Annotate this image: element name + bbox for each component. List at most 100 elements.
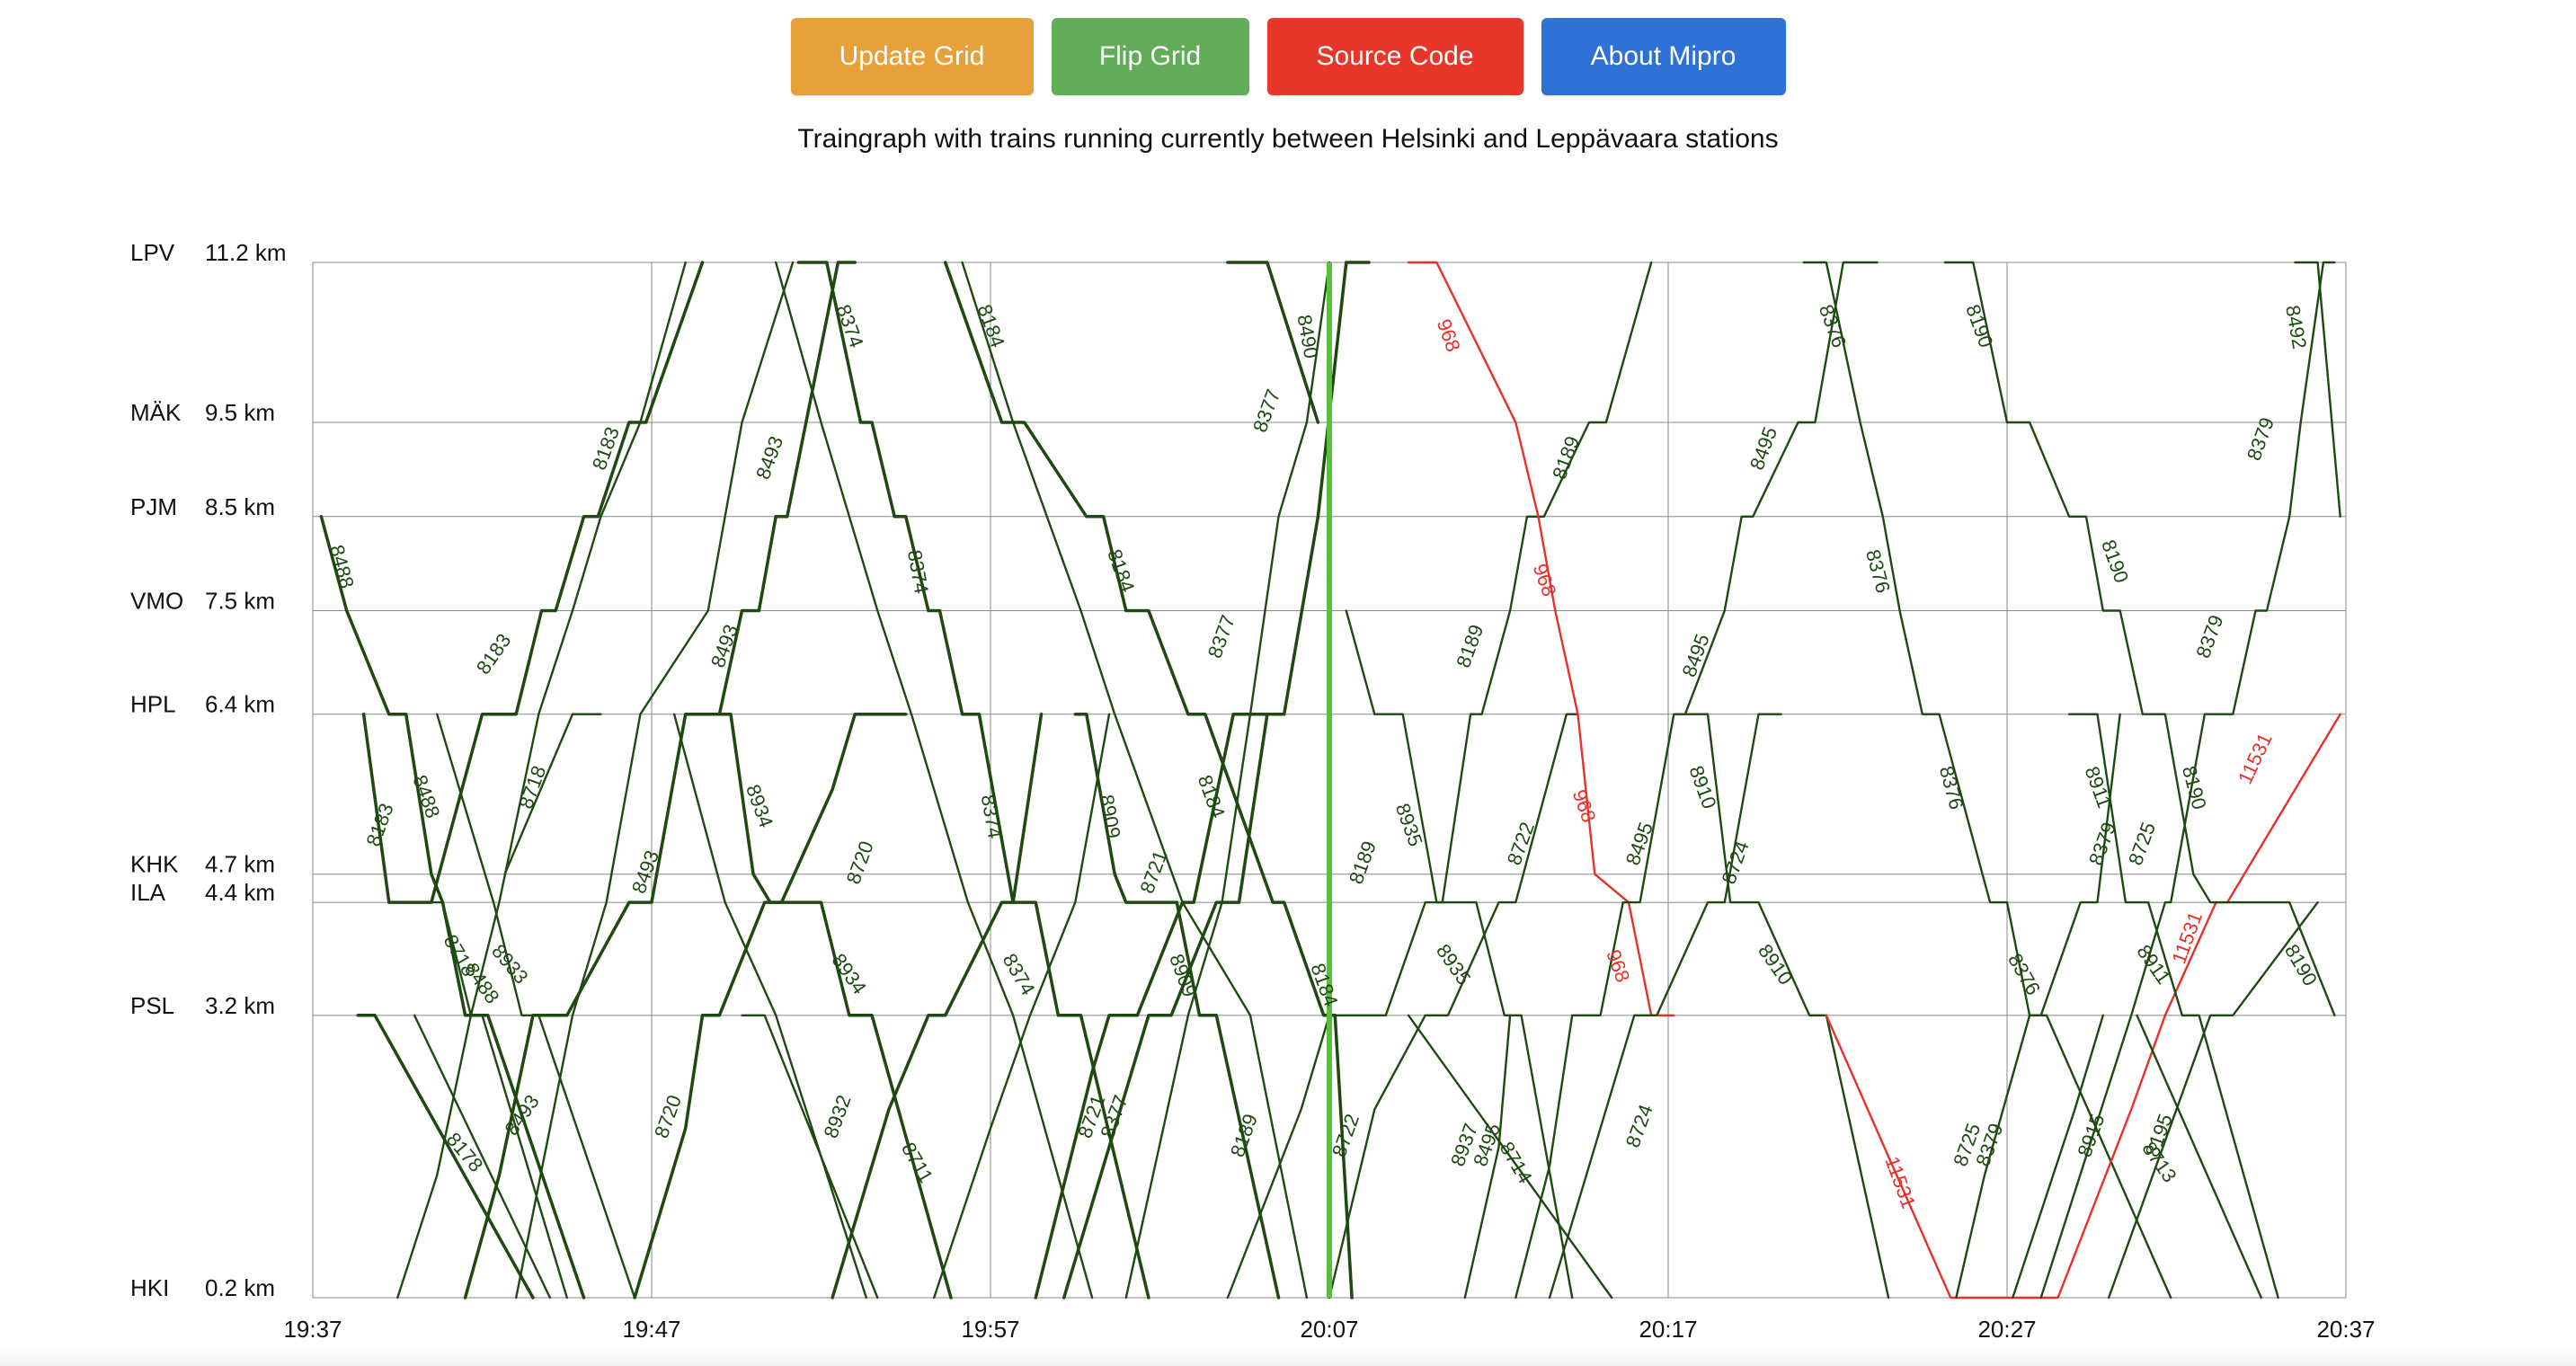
train-number-label: 8722 (1328, 1111, 1364, 1160)
train-number-label: 8379 (2243, 414, 2278, 464)
train-number-label: 8720 (842, 838, 878, 887)
train-path (1955, 713, 2121, 1299)
train-number-label: 8722 (1503, 819, 1539, 868)
train-number-label: 8377 (1204, 612, 1239, 661)
train-path (2294, 261, 2341, 518)
toolbar: Update Grid Flip Grid Source Code About … (0, 18, 2576, 97)
train-number-label: 8935 (1391, 801, 1427, 850)
train-number-label: 8377 (1248, 386, 1284, 436)
station-code-label: VMO (130, 587, 183, 614)
station-km-label: 4.7 km (205, 851, 275, 878)
train-number-label: 8195 (2141, 1111, 2177, 1160)
train-number-label: 8493 (706, 622, 742, 671)
update-grid-button[interactable]: Update Grid (790, 18, 1034, 95)
train-number-label: 8725 (2124, 819, 2160, 868)
train-number-label: 8376 (2003, 950, 2045, 999)
train-number-label: 968 (1568, 786, 1600, 825)
train-path (2107, 900, 2319, 1299)
station-code-label: KHK (130, 851, 179, 878)
train-number-label: 8932 (819, 1092, 855, 1141)
train-path (2067, 713, 2279, 1299)
train-number-label: 8184 (1103, 546, 1139, 596)
train-path (503, 713, 602, 875)
train-number-label: 8495 (1621, 819, 1657, 868)
train-number-label: 8911 (2081, 763, 2117, 811)
source-code-button[interactable]: Source Code (1266, 18, 1523, 95)
train-number-label: 8379 (2084, 819, 2120, 868)
train-path (1226, 261, 1320, 424)
train-path (741, 1014, 879, 1299)
train-number-label: 8184 (973, 301, 1009, 350)
train-number-label: 8183 (588, 424, 624, 474)
train-path (413, 1014, 552, 1299)
train-number-label: 8720 (650, 1092, 686, 1141)
train-path (1407, 1014, 1613, 1299)
train-number-label: 8724 (1621, 1102, 1657, 1151)
about-mipro-button[interactable]: About Mipro (1541, 18, 1786, 95)
page-subtitle: Traingraph with trains running currently… (797, 124, 1779, 154)
train-path (1328, 713, 1579, 1299)
train-number-label: 8184 (1194, 772, 1230, 821)
train-number-label: 8376 (1935, 764, 1968, 812)
station-km-label: 7.5 km (205, 587, 275, 614)
train-number-label: 8189 (1226, 1111, 1262, 1160)
train-number-label: 8718 (514, 763, 550, 812)
station-code-label: LPV (130, 239, 175, 266)
train-path (700, 712, 953, 1299)
train-number-label: 8910 (1754, 940, 1798, 989)
train-path (672, 713, 867, 1299)
train-number-label: 8935 (1432, 940, 1476, 989)
train-path (1124, 261, 1331, 1299)
train-number-label: 8190 (1961, 301, 1997, 350)
bottom-shade (0, 1348, 2576, 1366)
train-number-label: 8915 (2073, 1111, 2109, 1160)
train-path (831, 712, 1044, 1299)
train-number-label: 8189 (1452, 622, 1488, 671)
train-number-label: 8721 (1135, 847, 1171, 897)
train-number-label: 8488 (408, 772, 444, 821)
train-path (319, 515, 586, 1299)
station-km-label: 6.4 km (205, 691, 275, 718)
train-path (436, 713, 636, 1299)
train-number-label: 11531 (1880, 1154, 1920, 1212)
station-code-label: HPL (130, 691, 176, 718)
train-number-label: 968 (1529, 561, 1561, 599)
train-path (361, 261, 705, 904)
train-number-label: 8189 (1345, 838, 1381, 887)
train-number-label: 8190 (2178, 764, 2211, 812)
station-code-label: HKI (130, 1274, 169, 1301)
train-path (796, 261, 1150, 1299)
train-number-label: 8934 (827, 949, 871, 998)
train-number-label: 8495 (1745, 424, 1781, 474)
train-number-label: 8374 (903, 548, 933, 596)
train-number-label: 8492 (2281, 304, 2311, 351)
train-number-label: 8190 (2097, 537, 2133, 586)
train-number-label: 8376 (1815, 301, 1851, 350)
station-km-label: 11.2 km (205, 239, 287, 266)
station-code-label: MÄK (130, 399, 182, 426)
train-path (1345, 609, 1574, 1299)
train-path (633, 712, 908, 1299)
train-number-label: 8183 (361, 801, 397, 850)
train-number-label: 8714 (1496, 1138, 1537, 1187)
train-path (2012, 1014, 2105, 1299)
train-number-label: 8183 (472, 629, 516, 678)
train-number-label: 8374 (977, 793, 1007, 840)
x-tick-label: 20:27 (1977, 1316, 2036, 1343)
train-path (775, 261, 1094, 1299)
station-code-label: PJM (130, 493, 177, 520)
train-path (2136, 1014, 2263, 1299)
station-km-label: 9.5 km (205, 399, 275, 426)
train-path (356, 1014, 535, 1299)
x-tick-label: 20:07 (1300, 1316, 1358, 1343)
station-code-label: PSL (130, 992, 174, 1019)
x-tick-label: 19:57 (961, 1316, 1019, 1343)
flip-grid-button[interactable]: Flip Grid (1051, 18, 1249, 95)
train-number-label: 8909 (1165, 951, 1201, 1000)
train-path (396, 261, 687, 1299)
train-number-label: 8911 (2132, 941, 2175, 989)
station-code-label: ILA (130, 879, 166, 906)
train-path (1943, 261, 2336, 1017)
train-path (2039, 261, 2336, 1299)
